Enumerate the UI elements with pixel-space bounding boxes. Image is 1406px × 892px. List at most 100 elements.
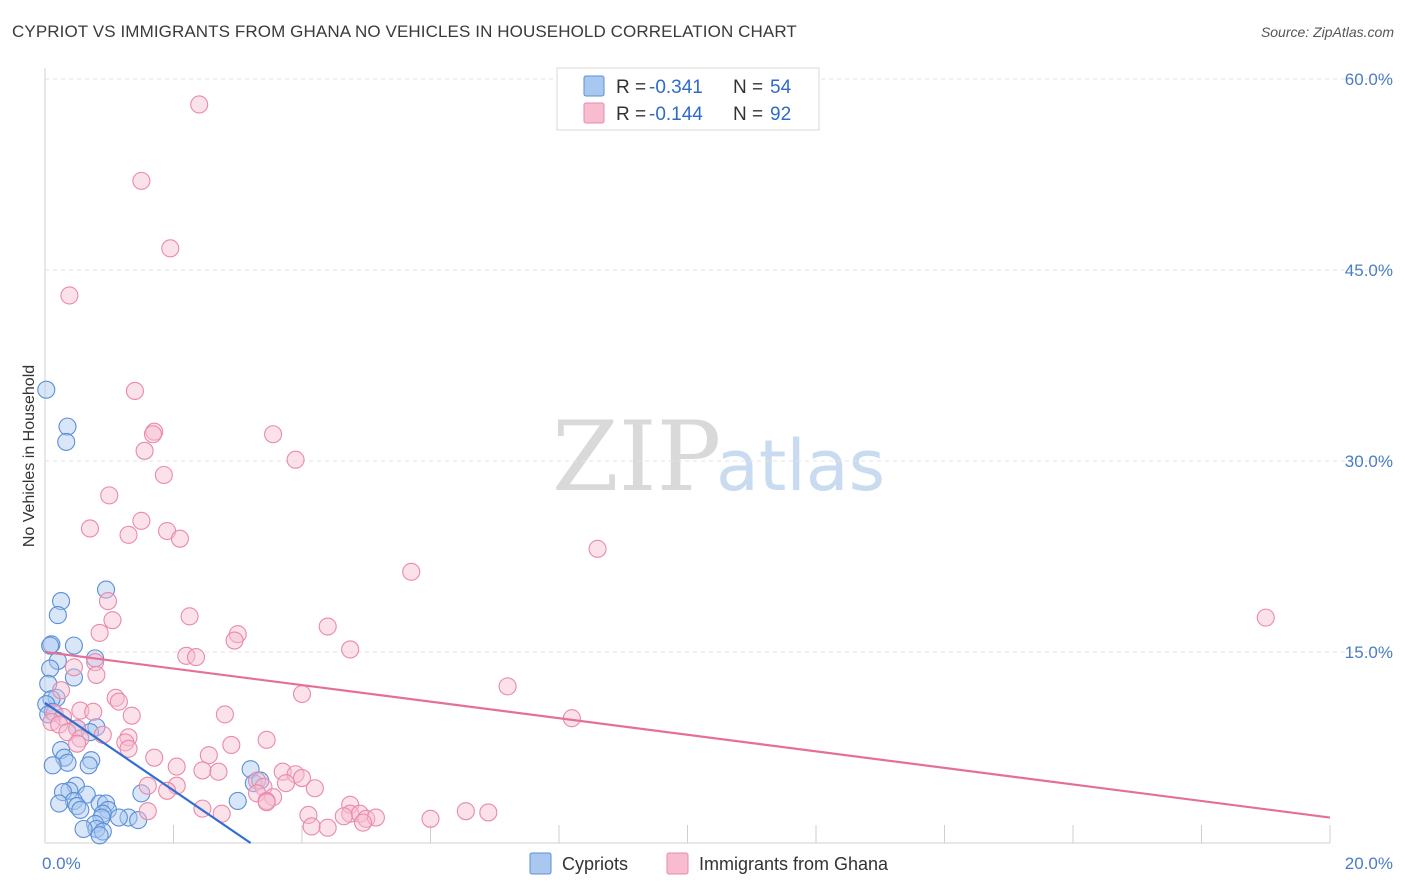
x-tick-labels: 0.0% 20.0% [42,854,1393,873]
cypriots-point [96,580,116,599]
ghana-point [138,802,157,821]
y-tick-label: 15.0% [1345,643,1393,662]
ghana-point [90,623,109,642]
ghana-point [119,739,138,758]
bottom-legend-label-cypriots: Cypriots [562,854,628,874]
y-tick-label: 45.0% [1345,261,1393,280]
ghana-point [103,611,122,630]
bottom-legend-label-ghana: Immigrants from Ghana [699,854,889,874]
series-cypriots-points [37,380,270,845]
ghana-point [71,701,90,720]
ghana-point [225,631,244,650]
watermark-zip: ZIP [552,401,721,513]
legend-r-value-2: -0.144 [649,104,703,125]
ghana-point [52,681,71,700]
cypriots-point [228,791,247,811]
cypriots-point [82,751,101,770]
ghana-point [138,776,157,795]
ghana-trend-line [44,650,1331,819]
cypriots-point [48,651,67,670]
ghana-point [353,813,373,832]
legend: R = -0.341 N = 54 R = -0.144 N = 92 [556,67,820,131]
ghana-point [318,818,337,837]
ghana-point [193,761,212,780]
ghana-point [98,592,118,611]
ghana-point [215,705,234,724]
ghana-point [68,734,87,753]
y-tick-label: 60.0% [1345,70,1393,89]
cypriots-point [37,380,56,399]
cypriots-point [57,432,76,451]
y-tick-label: 30.0% [1345,452,1393,471]
watermark: ZIP atlas [552,401,885,513]
cypriots-point [79,756,98,775]
cypriots-point [132,784,151,803]
axes [44,68,1331,844]
cypriots-point [71,800,90,819]
ghana-point [119,525,138,544]
ghana-point [60,286,79,305]
ghana-point [143,425,162,444]
cypriots-point [48,606,67,625]
cypriots-point [74,819,93,839]
cypriots-point [41,636,60,655]
ghana-point [402,562,421,581]
ghana-point [180,607,199,626]
x-tick-label: 0.0% [42,854,81,873]
ghana-point [80,519,100,538]
cypriots-point [109,808,128,827]
ghana-point [145,748,164,767]
legend-r-value-1: -0.341 [649,77,703,98]
cypriots-point [58,417,77,436]
bottom-legend: Cypriots Immigrants from Ghana [529,852,889,875]
legend-r-label-1: R = [616,77,646,98]
ghana-point [135,441,154,460]
ghana-point [299,805,318,825]
ghana-point [186,648,206,667]
ghana-point [588,539,607,558]
ghana-point [222,735,241,755]
cypriots-point [90,826,109,845]
ghana-point [318,617,337,636]
x-tick-label: 20.0% [1345,854,1393,873]
ghana-point [190,95,209,114]
legend-n-value-2: 92 [770,104,791,125]
chart-title: CYPRIOT VS IMMIGRANTS FROM GHANA NO VEHI… [12,22,797,41]
ghana-point [292,769,312,788]
cypriots-point [64,636,83,655]
cypriots-point [43,756,62,775]
ghana-point [341,640,360,659]
ghana-point [286,450,305,469]
cypriots-point [64,791,83,811]
ghana-point [132,511,151,530]
ghana-point [479,803,498,822]
legend-n-label-1: N = [733,77,763,98]
ghana-point [87,665,106,684]
ghana-point [498,677,517,696]
legend-n-value-1: 54 [770,77,792,98]
watermark-atlas: atlas [716,425,885,507]
ghana-point [84,702,103,721]
trend-lines [44,650,1331,844]
ghana-point [257,793,276,812]
bottom-legend-swatch-cypriots [529,852,552,875]
cypriots-point [60,781,79,800]
ghana-point [170,529,189,548]
ghana-point [125,381,144,401]
series-ghana-points [42,95,1275,837]
ghana-point [71,729,90,748]
ghana-point [334,807,353,826]
ghana-point [456,802,475,821]
cypriots-point [96,794,116,813]
cypriots-trend-line [44,702,252,844]
cypriots-point [64,668,83,687]
ghana-point [177,646,196,665]
ghana-point [109,692,128,711]
ghana-point [257,730,276,749]
ghana-point [100,486,119,505]
y-tick-labels: 15.0% 30.0% 45.0% 60.0% [1345,70,1393,662]
ghana-point [161,239,180,258]
cypriots-point [41,659,60,678]
source-credit: Source: ZipAtlas.com [1260,24,1394,40]
y-axis-title: No Vehicles in Household [21,365,38,547]
